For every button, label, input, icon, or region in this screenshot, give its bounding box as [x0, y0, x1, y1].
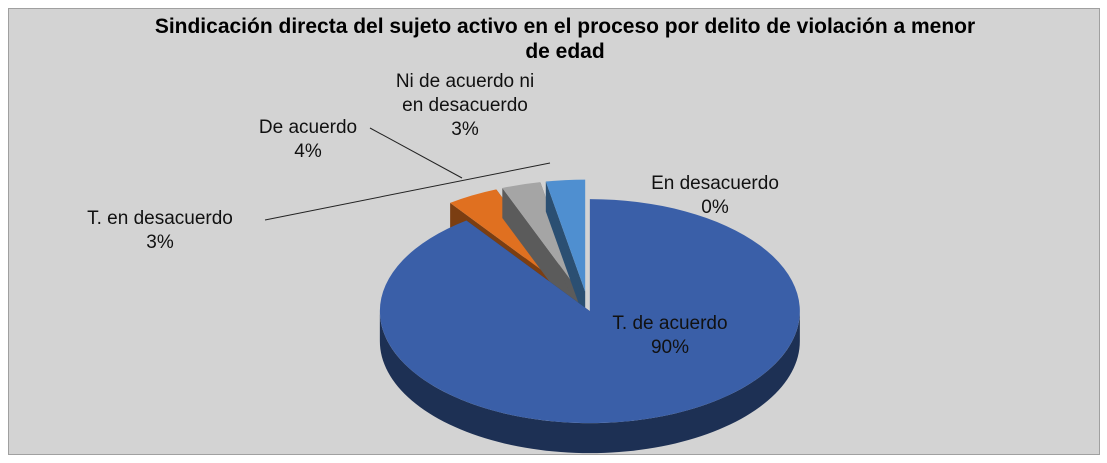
- category-label: T. de acuerdo: [612, 313, 728, 334]
- value-label: 3%: [146, 232, 174, 253]
- data-label: Ni de acuerdo ni en desacuerdo 3%: [395, 70, 535, 142]
- slice-top: [379, 199, 800, 424]
- category-label: De acuerdo: [258, 117, 358, 138]
- chart-title: Sindicación directa del sujeto activo en…: [154, 15, 976, 63]
- slice-face: [502, 188, 580, 323]
- slice-top: [502, 182, 580, 293]
- slice-side: [379, 311, 800, 454]
- data-label: T. de acuerdo 90%: [570, 312, 770, 360]
- value-label: 90%: [650, 337, 690, 358]
- category-label: Ni de acuerdo ni en desacuerdo: [395, 71, 535, 116]
- leader-line: [264, 162, 551, 221]
- slice-top: [545, 179, 586, 292]
- value-label: 3%: [451, 119, 479, 140]
- data-label: De acuerdo 4%: [238, 116, 378, 164]
- slice: [379, 199, 800, 454]
- category-label: T. en desacuerdo: [87, 208, 233, 229]
- value-label: 4%: [294, 141, 322, 162]
- value-label: 0%: [701, 197, 729, 218]
- data-label: T. en desacuerdo 3%: [50, 207, 270, 255]
- category-label: En desacuerdo: [651, 173, 779, 194]
- data-label: En desacuerdo 0%: [615, 172, 815, 220]
- slice-face: [545, 181, 586, 322]
- slice: [545, 179, 586, 322]
- leader-line: [369, 127, 463, 179]
